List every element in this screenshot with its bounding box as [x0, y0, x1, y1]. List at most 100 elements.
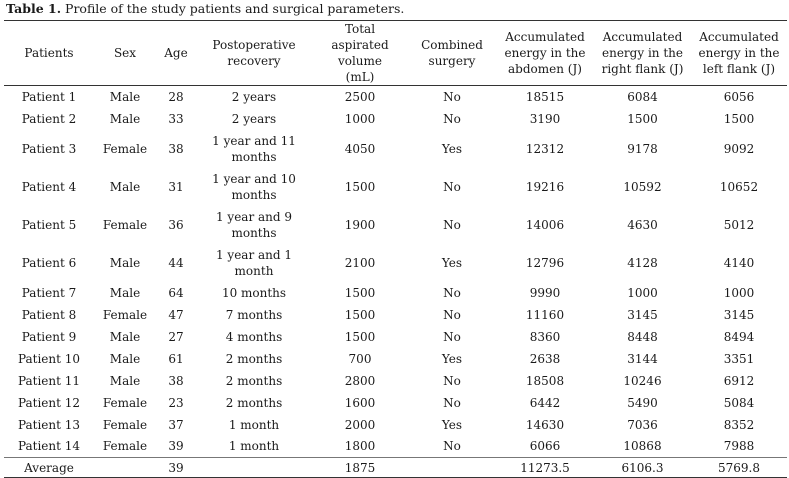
table-cell: 3145 [723, 307, 755, 322]
table-cell: 47 [168, 307, 184, 322]
table-cell: 6442 [529, 395, 561, 410]
table-cell: 44 [168, 255, 184, 270]
table-cell: 37 [168, 417, 184, 432]
table-cell: 2 months [225, 373, 283, 388]
table-cell: 23 [168, 395, 184, 410]
table-cell: Male [109, 351, 141, 366]
table-cell: 1500 [344, 285, 376, 300]
table-row: Patient 10 Male 61 2 months 700 Yes 2638 3144 33… [4, 348, 787, 370]
table-cell: 4128 [627, 255, 658, 270]
table-cell: 1500 [344, 179, 376, 194]
table-cell: 38 [168, 373, 184, 388]
table-cell: 14630 [525, 417, 565, 432]
table-cell: 5084 [723, 395, 755, 410]
table-cell: 18515 [525, 89, 565, 104]
table-cell: Patient 4 [21, 179, 77, 194]
header-cell: Age [164, 46, 188, 60]
table-cell: 1 year and 10 months [212, 171, 296, 202]
table-cell: 27 [168, 329, 184, 344]
table-row: Patient 12 Female 23 2 months 1600 No 6442 5490… [4, 392, 787, 414]
table-caption-label: Table 1. [6, 1, 62, 16]
table-cell: 7 months [225, 307, 283, 322]
table-cell: 33 [168, 111, 184, 126]
table-cell: Patient 14 [17, 439, 81, 454]
table-cell: 6056 [723, 89, 755, 104]
table-cell: Patient 9 [21, 329, 77, 344]
table-cell: Male [109, 373, 141, 388]
table-cell: 12312 [525, 141, 565, 156]
table-cell: 8360 [529, 329, 561, 344]
header-cell: Postoperative recovery [212, 38, 296, 68]
table-cell: Female [102, 439, 148, 454]
table-cell: 1500 [344, 329, 376, 344]
table-cell: 2000 [344, 417, 376, 432]
table-cell: No [443, 217, 461, 232]
table-cell: 1000 [723, 285, 755, 300]
table-cell: 31 [168, 179, 184, 194]
table-cell: 2 months [225, 395, 283, 410]
header-cell: Sex [113, 46, 137, 60]
table-cell: 4 months [225, 329, 283, 344]
table-cell: Patient 10 [17, 351, 81, 366]
table-cell: 2500 [344, 89, 376, 104]
table-row: Patient 14 Female 39 1 month 1800 No 6066 10868… [4, 436, 787, 458]
average-cell: 1875 [344, 460, 376, 475]
table-cell: 8494 [723, 329, 755, 344]
table-cell: 8448 [627, 329, 658, 344]
table-cell: 38 [168, 141, 184, 156]
table-cell: Female [102, 307, 148, 322]
table-cell: 2 years [231, 89, 277, 104]
table-cell: 1 year and 11 months [212, 133, 296, 164]
table-cell: Female [102, 141, 148, 156]
table-cell: 9990 [529, 285, 561, 300]
header-cell: Accumulated energy in the abdomen (J) [504, 30, 586, 76]
table-cell: Patient 1 [21, 89, 77, 104]
table-cell: Yes [441, 255, 463, 270]
table-row: Patient 5 Female 36 1 year and 9 months 1900… [4, 206, 787, 244]
table-cell: No [443, 179, 461, 194]
table-cell: 7988 [723, 439, 755, 454]
table-cell: 2800 [344, 373, 376, 388]
table-cell: Male [109, 89, 141, 104]
patient-profile-table: Patients Sex Age Postoperative recovery … [4, 20, 787, 478]
table-cell: Male [109, 111, 141, 126]
table-cell: Male [109, 285, 141, 300]
table-cell: 6066 [529, 439, 561, 454]
table-cell: No [443, 395, 461, 410]
table-row: Patient 6 Male 44 1 year and 1 month 2100 Yes… [4, 244, 787, 282]
average-cell: Average [24, 460, 74, 475]
table-cell: 64 [168, 285, 184, 300]
table-cell: 2638 [529, 351, 561, 366]
table-cell: Female [102, 217, 148, 232]
table-cell: No [443, 307, 461, 322]
table-cell: No [443, 329, 461, 344]
header-cell: Combined surgery [421, 38, 483, 68]
table-cell: 6912 [723, 373, 755, 388]
table-cell: Patient 3 [21, 141, 77, 156]
table-cell: 8352 [723, 417, 755, 432]
table-caption: Table 1. Profile of the study patients a… [6, 1, 404, 16]
table-cell: Yes [441, 141, 463, 156]
table-cell: 6084 [627, 89, 658, 104]
header-cell: Patients [24, 46, 74, 60]
table-cell: 7036 [627, 417, 658, 432]
table-body: Patient 1 Male 28 2 years 2500 No 18515 6084 605… [4, 86, 787, 458]
table-row: Patient 13 Female 37 1 month 2000 Yes 14630 703… [4, 414, 787, 436]
table-cell: 1900 [344, 217, 376, 232]
table-caption-text: Profile of the study patients and surgic… [61, 1, 405, 16]
table-cell: Yes [441, 351, 463, 366]
table-cell: No [443, 373, 461, 388]
table-cell: 3144 [627, 351, 658, 366]
average-cell [196, 458, 312, 478]
table-cell: 4630 [627, 217, 658, 232]
table-row: Patient 9 Male 27 4 months 1500 No 8360 8448 849… [4, 326, 787, 348]
table-cell: 1 month [228, 439, 280, 454]
table-cell: 14006 [525, 217, 565, 232]
table-cell: Patient 8 [21, 307, 77, 322]
table-cell: 4050 [344, 141, 376, 156]
table-cell: 28 [168, 89, 184, 104]
average-cell [408, 458, 496, 478]
table-row: Patient 4 Male 31 1 year and 10 months 1500 N… [4, 168, 787, 206]
table-cell: Yes [441, 417, 463, 432]
table-cell: Patient 6 [21, 255, 77, 270]
